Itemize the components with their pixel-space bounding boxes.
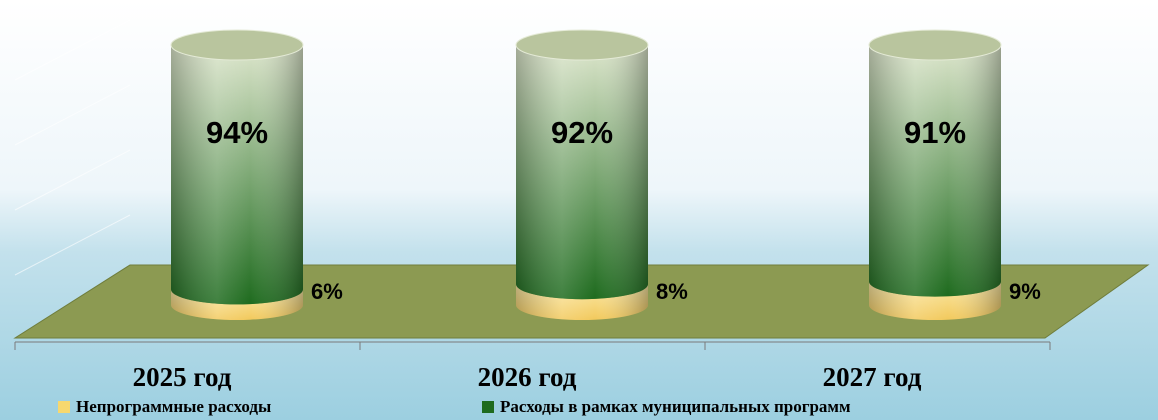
cylinder-top bbox=[170, 29, 304, 61]
value-label: 92% bbox=[551, 115, 613, 150]
value-label: 6% bbox=[311, 279, 343, 304]
cylinder-top bbox=[868, 29, 1002, 61]
legend-swatch bbox=[482, 401, 494, 413]
cylinder-shade bbox=[516, 45, 648, 300]
legend-swatch bbox=[58, 401, 70, 413]
value-label: 8% bbox=[656, 279, 688, 304]
wall-grid bbox=[14, 19, 131, 276]
x-axis bbox=[14, 341, 1051, 350]
legend-label: Непрограммные расходы bbox=[76, 397, 271, 416]
cylinder-shade bbox=[171, 289, 303, 320]
value-label: 9% bbox=[1009, 279, 1041, 304]
cylinder-top bbox=[515, 29, 649, 61]
x-tick-label: 2025 год bbox=[133, 362, 232, 392]
legend-label: Расходы в рамках муниципальных программ bbox=[500, 397, 851, 416]
cylinder-shade bbox=[869, 281, 1001, 320]
cylinder-shade bbox=[516, 284, 648, 320]
x-tick-label: 2026 год bbox=[478, 362, 577, 392]
x-tick-label: 2027 год bbox=[823, 362, 922, 392]
cylinder-shade bbox=[171, 45, 303, 305]
value-label: 94% bbox=[206, 115, 268, 150]
value-label: 91% bbox=[904, 115, 966, 150]
cylinder-shade bbox=[869, 45, 1001, 297]
